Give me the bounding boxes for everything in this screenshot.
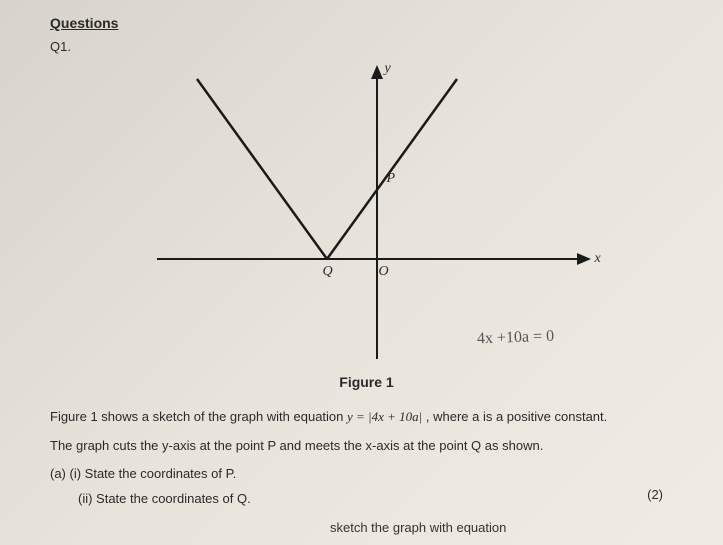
desc1-part-a: Figure 1 shows a sketch of the graph wit… [50,409,347,424]
point-p-label: P [387,171,396,187]
figure-container: y x P Q O 4x +10a = 0 [117,59,617,369]
x-axis-label: x [595,251,601,267]
equation: y = |4x + 10a| [347,409,422,424]
part-a-i: (a) (i) State the coordinates of P. [50,462,683,487]
graph-svg [117,59,617,369]
desc1-part-b: , where a is a positive constant. [426,409,607,424]
marks-label: (2) [647,487,663,502]
y-axis-label: y [385,61,391,77]
section-heading: Questions [50,15,683,31]
cutoff-text: sketch the graph with equation [330,520,683,535]
point-q-label: Q [323,264,333,280]
description-line-2: The graph cuts the y-axis at the point P… [50,434,683,459]
part-a-ii: (ii) State the coordinates of Q. [78,487,683,512]
figure-caption: Figure 1 [50,374,683,390]
graph-right-arm [327,79,457,259]
question-number: Q1. [50,39,683,54]
graph-left-arm [197,79,327,259]
origin-label: O [379,264,389,280]
handwritten-note: 4x +10a = 0 [476,328,554,349]
description-line-1: Figure 1 shows a sketch of the graph wit… [50,405,683,430]
